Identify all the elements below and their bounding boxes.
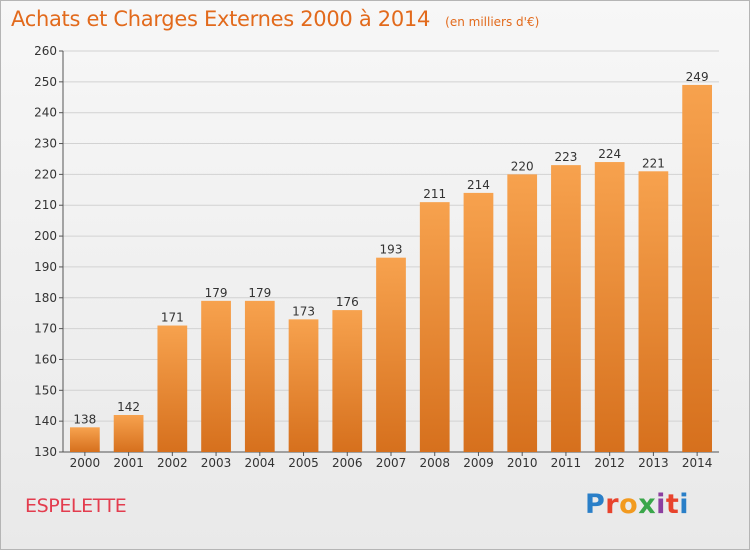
bar-2010 [507,174,538,452]
x-tick-label: 2004 [245,456,276,470]
location-label: ESPELETTE [25,495,127,517]
bar-2004 [244,300,275,452]
y-tick-label: 200 [34,229,57,243]
bar-2003 [201,300,231,452]
bar-2007 [376,257,406,452]
bar-2000 [69,427,100,452]
bar-value-label: 176 [336,295,359,309]
bar-2009 [463,192,494,452]
y-tick-label: 190 [34,260,57,274]
x-tick-label: 2012 [594,456,625,470]
title-block: Achats et Charges Externes 2000 à 2014 (… [11,7,539,31]
bar-value-label: 173 [292,304,315,318]
x-tick-label: 2000 [70,456,101,470]
bar-value-label: 193 [380,243,403,257]
bar-value-label: 138 [73,412,96,426]
brand-letter: P [585,489,606,520]
x-tick-label: 2003 [201,456,232,470]
y-tick-label: 140 [34,414,57,428]
bar-2006 [332,310,363,452]
bar-value-label: 221 [642,156,665,170]
x-tick-label: 2013 [638,456,669,470]
y-tick-label: 250 [34,75,57,89]
y-tick-label: 130 [34,445,57,459]
x-tick-label: 2005 [288,456,319,470]
x-tick-label: 2009 [463,456,494,470]
y-tick-label: 220 [34,167,57,181]
x-tick-label: 2008 [419,456,450,470]
bar-2008 [419,202,450,452]
chart-subtitle: (en milliers d'€) [445,15,540,29]
bar-2001 [113,414,144,452]
bar-value-label: 214 [467,178,490,192]
x-tick-label: 2002 [157,456,188,470]
bar-value-label: 211 [423,187,446,201]
brand-letter: x [638,489,657,520]
brand-letter: o [619,489,639,520]
brand-letter: i [656,489,666,520]
bar-2005 [288,319,319,452]
x-tick-label: 2007 [376,456,407,470]
y-tick-label: 180 [34,291,57,305]
brand-letter: i [679,489,690,520]
y-tick-label: 260 [34,44,57,58]
x-tick-label: 2010 [507,456,538,470]
brand-letter: r [605,489,620,520]
x-tick-label: 2011 [551,456,582,470]
bar-value-label: 220 [511,159,534,173]
bar-value-label: 142 [117,400,140,414]
y-tick-label: 160 [34,352,57,366]
brand-letter: t [665,489,680,520]
bar-2014 [682,84,713,452]
bar-value-label: 249 [686,70,709,84]
bar-value-label: 224 [598,147,621,161]
bar-value-label: 171 [161,311,184,325]
x-tick-label: 2006 [332,456,363,470]
x-tick-label: 2001 [113,456,144,470]
y-tick-label: 210 [34,198,57,212]
y-tick-label: 230 [34,137,57,151]
bar-value-label: 179 [248,286,271,300]
bar-layer [69,84,713,453]
y-tick-label: 150 [34,383,57,397]
y-tick-label: 170 [34,322,57,336]
bar-2012 [594,162,625,453]
bar-2013 [638,171,669,453]
brand-logo: Proxiti [585,489,689,520]
bar-value-label: 179 [205,286,228,300]
bar-2002 [157,325,188,452]
x-tick-label: 2014 [682,456,713,470]
y-tick-label: 240 [34,106,57,120]
bar-value-label: 223 [554,150,577,164]
chart-title: Achats et Charges Externes 2000 à 2014 [11,7,431,31]
bar-2011 [551,165,581,452]
label-layer: 138 2000 142 2001 171 2002 179 2003 179 2004 173 20… [70,70,713,470]
